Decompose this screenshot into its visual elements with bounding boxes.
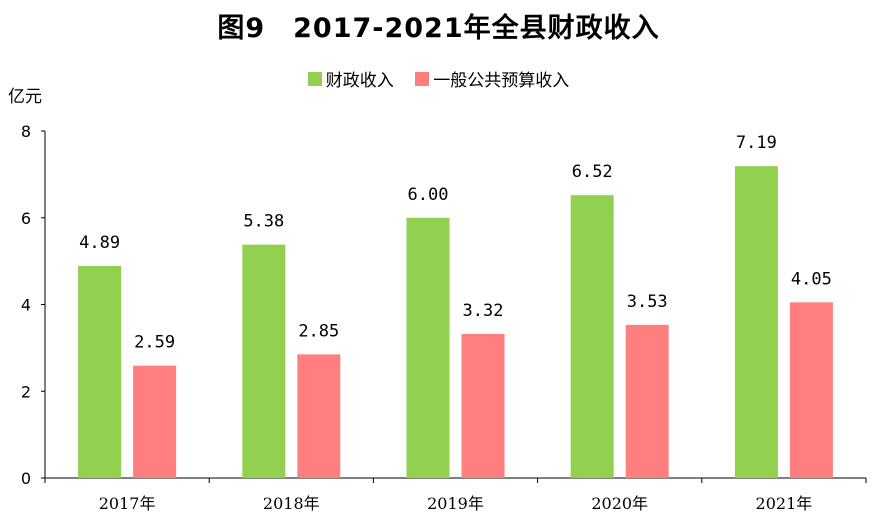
bar-general-budget-revenue (297, 354, 341, 478)
y-tick-label: 8 (21, 122, 31, 141)
bar-general-budget-revenue (625, 324, 669, 478)
legend-label-series-1: 财政收入 (325, 71, 394, 91)
bar-general-budget-revenue (461, 333, 505, 478)
legend-swatch-series-2 (415, 71, 430, 86)
data-label: 4.05 (791, 269, 832, 289)
bar-general-budget-revenue (789, 302, 833, 478)
legend-item-series-2: 一般公共预算收入 (415, 66, 569, 91)
y-tick-label: 4 (21, 296, 31, 315)
x-category-label: 2020年 (591, 494, 648, 513)
x-category-label: 2018年 (263, 494, 320, 513)
bar-fiscal-revenue (406, 217, 450, 478)
bar-fiscal-revenue (734, 166, 778, 479)
y-tick-label: 6 (21, 209, 31, 228)
bar-fiscal-revenue (242, 244, 286, 478)
x-category-label: 2021年 (756, 494, 813, 513)
legend-label-series-2: 一般公共预算收入 (433, 71, 570, 91)
x-category-label: 2019年 (427, 494, 484, 513)
y-tick-label: 2 (21, 382, 31, 401)
data-label: 5.38 (243, 212, 284, 232)
data-label: 2.85 (298, 321, 339, 341)
data-label: 3.53 (627, 292, 668, 312)
x-category-label: 2017年 (99, 494, 156, 513)
data-label: 2.59 (134, 333, 175, 353)
data-label: 4.89 (79, 233, 120, 253)
bar-fiscal-revenue (570, 195, 614, 478)
bar-fiscal-revenue (78, 265, 122, 478)
data-label: 6.52 (572, 162, 613, 182)
legend-swatch-series-1 (307, 71, 322, 86)
legend-item-series-1: 财政收入 (307, 66, 394, 91)
y-tick-label: 0 (21, 469, 31, 488)
chart-title: 图9 2017-2021年全县财政收入 (217, 13, 660, 44)
data-label: 6.00 (408, 185, 449, 205)
data-label: 3.32 (463, 301, 504, 321)
data-label: 7.19 (736, 133, 777, 153)
y-axis-unit-label: 亿元 (8, 87, 42, 107)
legend: 财政收入 一般公共预算收入 (0, 66, 877, 91)
bar-general-budget-revenue (133, 365, 177, 478)
